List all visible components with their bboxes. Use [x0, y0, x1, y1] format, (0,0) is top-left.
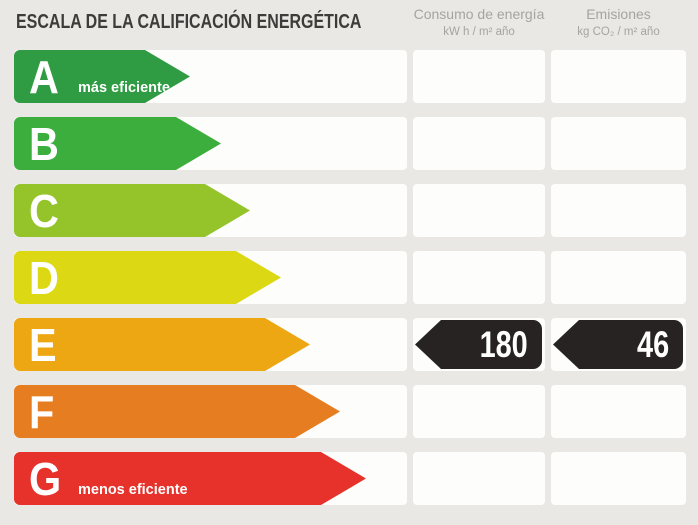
- rating-note: más eficiente: [78, 80, 170, 96]
- emisiones-cell: [551, 50, 686, 103]
- scale-row-a: A más eficiente: [14, 50, 686, 103]
- rating-bar-c: C: [14, 184, 250, 237]
- scale-row-g: G menos eficiente: [14, 452, 686, 505]
- scale-row-f: F: [14, 385, 686, 438]
- consumo-value-marker: 180: [415, 320, 542, 369]
- page-title: ESCALA DE LA CALIFICACIÓN ENERGÉTICA: [16, 11, 362, 33]
- emisiones-value-marker: 46: [553, 320, 683, 369]
- scale-row-b: B: [14, 117, 686, 170]
- rating-letter: F: [29, 385, 55, 438]
- consumo-cell: [413, 385, 545, 438]
- rating-letter: C: [29, 184, 59, 237]
- rating-letter: G: [29, 452, 62, 505]
- rating-letter: B: [29, 117, 59, 170]
- consumo-cell: [413, 452, 545, 505]
- emisiones-cell: [551, 184, 686, 237]
- rating-letter: E: [29, 318, 57, 371]
- scale-row-e: E 180 46: [14, 318, 686, 371]
- emisiones-cell: [551, 117, 686, 170]
- scale-row-c: C: [14, 184, 686, 237]
- emisiones-value: 46: [636, 324, 669, 365]
- emisiones-cell: [551, 251, 686, 304]
- rating-note: menos eficiente: [78, 482, 188, 498]
- emisiones-cell: 46: [551, 318, 686, 371]
- emisiones-cell: [551, 385, 686, 438]
- consumo-cell: [413, 50, 545, 103]
- rating-letter: D: [29, 251, 59, 304]
- consumo-cell: [413, 117, 545, 170]
- consumo-cell: [413, 251, 545, 304]
- emisiones-label: Emisiones: [586, 6, 651, 22]
- column-header-emisiones: Emisiones kg CO₂ / m² año: [551, 6, 686, 39]
- emisiones-cell: [551, 452, 686, 505]
- rating-bar-f: F: [14, 385, 340, 438]
- rating-bar-g: G menos eficiente: [14, 452, 366, 505]
- consumo-cell: [413, 184, 545, 237]
- rating-bar-e: E: [14, 318, 310, 371]
- rating-scale: A más eficiente B C D E: [14, 50, 686, 505]
- column-header-consumo: Consumo de energía kW h / m² año: [413, 6, 545, 39]
- consumo-label: Consumo de energía: [413, 6, 545, 22]
- scale-row-d: D: [14, 251, 686, 304]
- emisiones-unit: kg CO₂ / m² año: [577, 26, 660, 38]
- rating-bar-d: D: [14, 251, 281, 304]
- consumo-value: 180: [479, 324, 528, 365]
- consumo-unit: kW h / m² año: [443, 26, 515, 38]
- consumo-cell: 180: [413, 318, 545, 371]
- rating-letter: A: [29, 50, 59, 103]
- rating-bar-b: B: [14, 117, 221, 170]
